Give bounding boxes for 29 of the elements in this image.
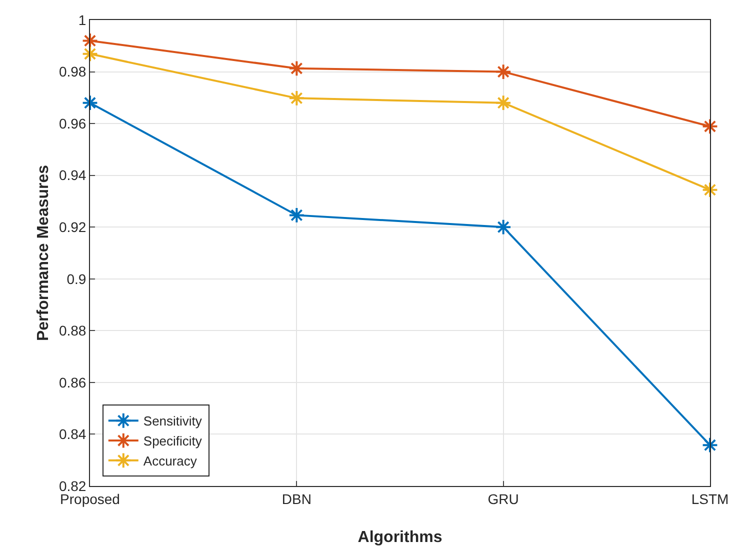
legend-label: Specificity — [143, 434, 202, 449]
y-tick-label: 0.92 — [58, 219, 86, 236]
y-tick-label: 0.88 — [58, 322, 86, 339]
point — [82, 94, 98, 112]
legend-label: Accuracy — [143, 454, 198, 468]
y-tick-label: 0.96 — [58, 115, 86, 132]
point — [82, 32, 98, 49]
point — [288, 60, 305, 77]
y-tick-label: 0.9 — [66, 270, 86, 287]
x-tick-label: DBN — [282, 490, 312, 507]
point — [288, 90, 305, 106]
y-tick-label: 1 — [78, 12, 86, 28]
legend-label: Sensitivity — [143, 414, 202, 429]
point — [702, 118, 718, 135]
point — [495, 94, 512, 112]
y-tick-label: 0.98 — [58, 64, 86, 80]
point — [495, 64, 512, 80]
y-tick-label: 0.86 — [58, 374, 86, 390]
y-axis-title: Performance Measures — [35, 164, 52, 342]
point — [702, 182, 718, 198]
x-tick-label: GRU — [488, 490, 519, 507]
x-axis-title: Algorithms — [358, 529, 442, 546]
point — [495, 218, 512, 236]
point — [702, 436, 718, 454]
x-tick-label: LSTM — [691, 490, 729, 507]
y-tick-label: 0.94 — [58, 167, 86, 184]
y-tick-label: 0.84 — [58, 426, 86, 442]
point — [288, 207, 305, 224]
point — [82, 46, 98, 62]
